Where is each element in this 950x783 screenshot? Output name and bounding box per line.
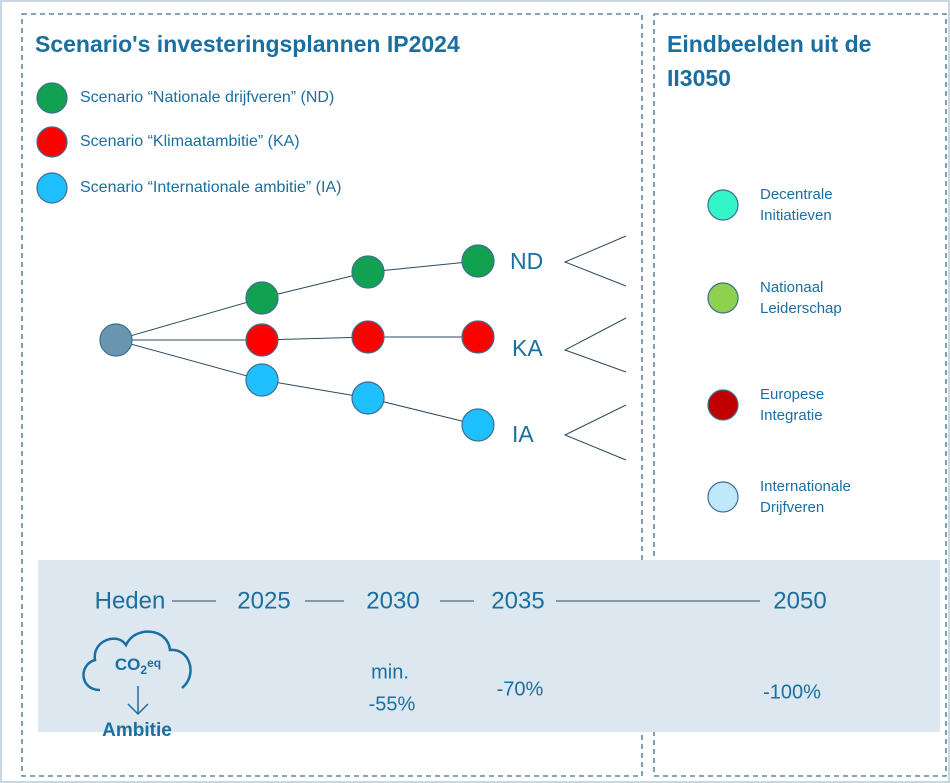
scenario-node	[351, 255, 385, 289]
timeline-point: 2030	[366, 587, 419, 614]
edge	[261, 336, 369, 341]
edge	[261, 271, 369, 299]
end-image-swatch	[707, 389, 739, 421]
fork	[563, 317, 627, 373]
timeline-point: Heden	[95, 587, 166, 614]
end-image-label: Drijfveren	[760, 499, 824, 516]
fork	[563, 404, 627, 461]
ambition: -55%	[369, 693, 416, 715]
icon-label: CO	[115, 655, 141, 674]
cloud	[82, 630, 192, 692]
fork	[563, 235, 627, 287]
timeline-point: 2050	[773, 587, 826, 614]
scenario-node	[351, 381, 385, 415]
end-image-swatch	[707, 282, 739, 314]
right-title: Eindbeelden uit de	[667, 31, 871, 57]
scenario-node	[245, 323, 279, 357]
legend-swatch	[36, 82, 68, 114]
timeline: Heden 2025 2030 2035 2050 min. -55% -70%…	[95, 587, 827, 715]
icon-label: eq	[147, 656, 161, 670]
end-image-label: Internationale	[760, 478, 851, 495]
tree-nodes	[245, 244, 495, 442]
end-image-label: Europese	[760, 386, 824, 403]
legend-label: Scenario “Internationale ambitie” (IA)	[80, 179, 341, 196]
edge	[115, 297, 263, 341]
icon-label: CO2eq	[115, 655, 161, 677]
edge	[115, 339, 263, 381]
end-images: Decentrale Initiatieven Nationaal Leidersch…	[707, 186, 851, 516]
ambition: -70%	[497, 678, 544, 700]
edge	[367, 260, 479, 273]
arrow	[127, 703, 149, 716]
timeline-point: 2025	[237, 587, 290, 614]
left-title: Scenario's investeringsplannen IP2024	[35, 31, 460, 57]
legend-swatch	[36, 172, 68, 204]
ambition: min.	[371, 661, 409, 683]
legend-label: Scenario “Klimaatambitie” (KA)	[80, 133, 300, 150]
end-image-label: Decentrale	[760, 186, 833, 203]
end-image-label: Nationaal	[760, 279, 823, 296]
icon-caption: Ambitie	[102, 720, 172, 741]
root-node	[99, 323, 133, 357]
edge	[261, 379, 369, 399]
tree-label: IA	[512, 421, 534, 447]
tree-label: ND	[510, 248, 543, 274]
end-image-swatch	[707, 189, 739, 221]
icon-label: 2	[140, 663, 147, 677]
scenario-node	[351, 320, 385, 354]
tree-label: KA	[512, 335, 543, 361]
end-image-label: Leiderschap	[760, 300, 842, 317]
tree-edges	[115, 235, 627, 461]
scenario-node	[461, 408, 495, 442]
end-image-label: Integratie	[760, 407, 823, 424]
scenario-node	[461, 320, 495, 354]
legend-swatch	[36, 126, 68, 158]
co2-icon: CO2eq Ambitie	[82, 630, 192, 741]
right-panel	[653, 13, 947, 777]
legend: Scenario “Nationale drijfveren” (ND) Scen…	[36, 82, 341, 204]
legend-label: Scenario “Nationale drijfveren” (ND)	[80, 89, 334, 106]
ambition: -100%	[763, 681, 821, 703]
scenario-node	[461, 244, 495, 278]
end-image-label: Initiatieven	[760, 207, 832, 224]
end-image-swatch	[707, 481, 739, 513]
timeline-band	[38, 560, 940, 732]
edge	[367, 397, 479, 426]
right-title: II3050	[667, 65, 731, 91]
scenario-node	[245, 281, 279, 315]
scenario-node	[245, 363, 279, 397]
left-panel	[21, 13, 643, 777]
timeline-point: 2035	[491, 587, 544, 614]
